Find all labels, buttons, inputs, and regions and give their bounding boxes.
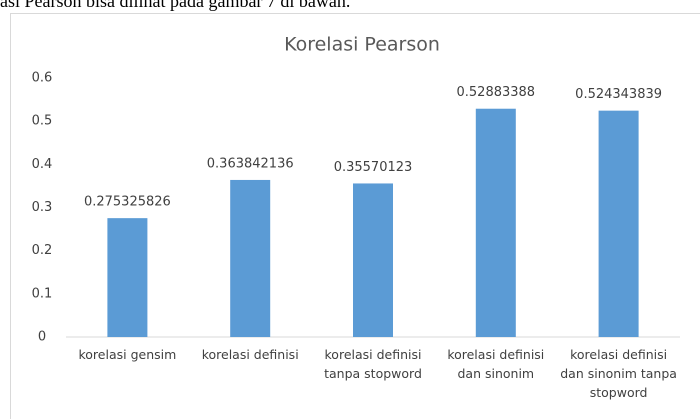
data-label: 0.363842136 <box>207 156 294 171</box>
x-tick-label: korelasi definisi tanpa stopword <box>324 347 422 381</box>
data-label: 0.524343839 <box>575 87 662 102</box>
y-tick-label: 0.5 <box>32 114 53 129</box>
chart-frame <box>10 13 700 419</box>
bar <box>230 179 271 337</box>
data-label: 0.52883388 <box>457 85 536 100</box>
y-tick-label: 0.6 <box>32 71 53 86</box>
x-tick-label: korelasi gensim <box>78 347 177 362</box>
x-tick-label: korelasi definisi <box>201 347 299 362</box>
data-label: 0.275325826 <box>84 195 171 210</box>
bar <box>598 110 639 338</box>
y-tick-label: 0.2 <box>32 243 53 258</box>
x-tick-label: korelasi definisi dan sinonim <box>447 347 545 381</box>
y-tick-label: 0.1 <box>32 286 53 301</box>
y-tick-label: 0.3 <box>32 200 53 215</box>
chart-title: Korelasi Pearson <box>284 34 440 56</box>
bar <box>353 183 393 337</box>
x-tick-label: korelasi definisi dan sinonim tanpa stop… <box>560 347 677 400</box>
y-tick-label: 0.4 <box>32 157 53 172</box>
y-tick-label: 0 <box>38 330 46 345</box>
bar <box>107 218 148 337</box>
data-label: 0.35570123 <box>334 160 413 175</box>
bar <box>475 108 516 338</box>
caption: asi Pearson bisa dilihat pada gambar 7 d… <box>0 0 351 11</box>
